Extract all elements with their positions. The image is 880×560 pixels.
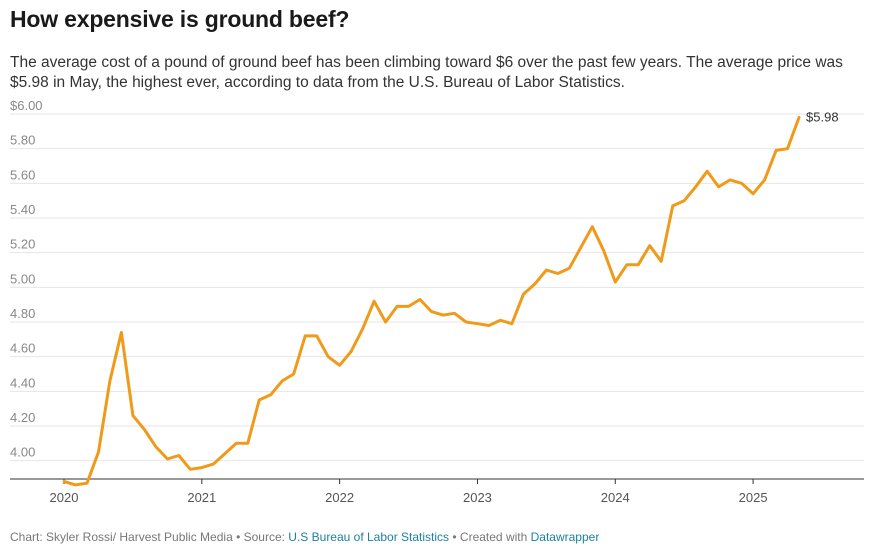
y-tick-label: $6.00 [10,98,43,113]
y-tick-label: 5.20 [10,237,35,252]
y-tick-label: 4.60 [10,341,35,356]
x-axis-ticks: 2020 2021 2022 2023 2024 2025 [50,479,768,505]
x-tick-label: 2023 [463,490,492,505]
footer-credit: Chart: Skyler Rossi/ Harvest Public Medi… [10,530,289,544]
annotations: $5.98 [806,109,839,124]
y-tick-label: 5.80 [10,133,35,148]
y-tick-label: 4.20 [10,410,35,425]
y-tick-label: 5.00 [10,271,35,286]
x-tick-label: 2025 [739,490,768,505]
x-tick-label: 2020 [50,490,79,505]
y-tick-label: 4.40 [10,375,35,390]
y-tick-label: 5.40 [10,202,35,217]
series-layer [62,116,801,487]
chart-title: How expensive is ground beef? [10,6,350,32]
chart-footer: Chart: Skyler Rossi/ Harvest Public Medi… [10,530,599,544]
last-value-label: $5.98 [806,109,839,124]
x-tick-label: 2022 [325,490,354,505]
price-line [62,116,801,487]
y-tick-label: 5.60 [10,167,35,182]
y-tick-label: 4.00 [10,445,35,460]
x-tick-label: 2021 [187,490,216,505]
gridlines [10,113,864,480]
datawrapper-link[interactable]: Datawrapper [530,530,600,544]
y-axis-ticks: $6.00 5.80 5.60 5.40 5.20 5.00 4.80 4.60 4.40 4.2… [10,98,43,460]
y-tick-label: 4.80 [10,306,35,321]
x-tick-label: 2024 [601,490,630,505]
footer-created-with: • Created with [449,530,531,544]
chart-subtitle: The average cost of a pound of ground be… [10,54,843,91]
source-link[interactable]: U.S Bureau of Labor Statistics [288,530,450,544]
